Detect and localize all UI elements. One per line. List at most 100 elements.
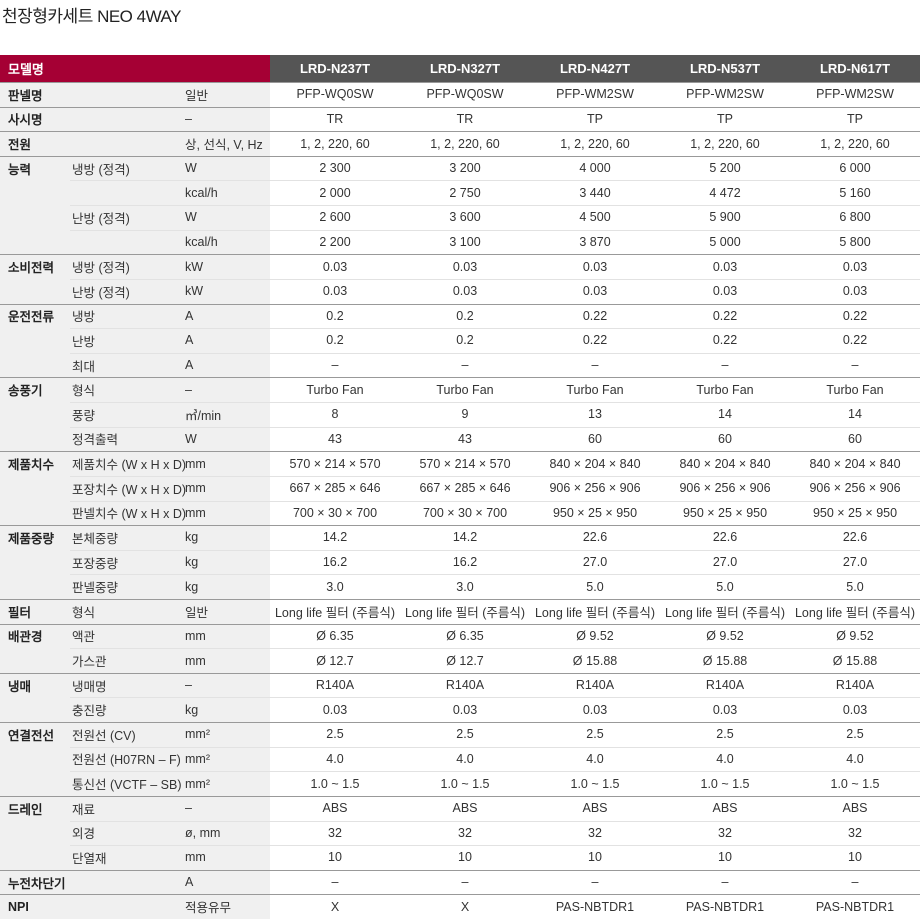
cell-value: 2.5 xyxy=(716,727,734,742)
row-label: 냉방 xyxy=(72,310,96,325)
row-divider xyxy=(70,549,920,551)
cell-value: 2.5 xyxy=(326,727,344,742)
row-divider xyxy=(70,180,920,182)
cell-value: – xyxy=(851,875,859,890)
cell-value: 27.0 xyxy=(842,555,868,570)
cell-value: 14.2 xyxy=(452,530,478,545)
group-label: NPI xyxy=(8,899,29,914)
cell-value: 0.03 xyxy=(712,702,738,717)
row-unit: – xyxy=(185,678,192,693)
cell-value: 2 750 xyxy=(449,185,481,200)
cell-value: 32 xyxy=(718,825,732,840)
cell-value: 5 200 xyxy=(709,161,741,176)
cell-value: 5 160 xyxy=(839,185,871,200)
cell-value: 22.6 xyxy=(712,530,738,545)
cell-value: 4.0 xyxy=(716,751,734,766)
cell-value: 14 xyxy=(848,407,862,422)
row-divider xyxy=(70,820,920,822)
cell-value: 2 200 xyxy=(319,235,351,249)
cell-value: 60 xyxy=(718,431,732,446)
cell-value: X xyxy=(330,899,340,914)
row-label: 난방 (정격) xyxy=(72,285,130,300)
group-divider xyxy=(0,131,920,133)
row-unit: kW xyxy=(185,259,204,274)
cell-value: R140A xyxy=(835,678,875,693)
cell-value: 906 × 256 × 906 xyxy=(809,481,901,496)
cell-value: 1.0 ~ 1.5 xyxy=(440,776,490,791)
row-divider xyxy=(70,771,920,773)
cell-value: – xyxy=(591,875,599,890)
cell-value: R140A xyxy=(315,678,355,693)
cell-value: 3 440 xyxy=(579,185,611,200)
row-unit: W xyxy=(185,161,197,176)
cell-value: 950 × 25 × 950 xyxy=(552,505,638,520)
group-label: 능력 xyxy=(8,162,32,177)
row-label: 재료 xyxy=(72,802,96,817)
header-band xyxy=(270,55,920,82)
cell-value: Turbo Fan xyxy=(436,382,494,397)
group-label: 필터 xyxy=(8,605,32,620)
cell-value: 4.0 xyxy=(326,751,344,766)
group-label: 제품중량 xyxy=(8,531,55,546)
cell-value: 840 × 204 × 840 xyxy=(679,456,771,471)
row-unit: mm xyxy=(185,505,206,520)
cell-value: 0.03 xyxy=(452,284,478,299)
row-unit: kcal/h xyxy=(185,235,218,249)
cell-value: 5.0 xyxy=(586,579,604,594)
cell-value: 3.0 xyxy=(326,579,344,594)
cell-value: ABS xyxy=(452,801,478,816)
cell-value: Turbo Fan xyxy=(826,382,884,397)
cell-value: – xyxy=(331,358,339,373)
cell-value: 10 xyxy=(328,850,342,865)
group-divider xyxy=(0,451,920,453)
model-name: LRD-N617T xyxy=(819,61,891,76)
row-divider xyxy=(70,500,920,502)
cell-value: ABS xyxy=(582,801,608,816)
model-name: LRD-N537T xyxy=(689,61,761,76)
row-divider xyxy=(70,475,920,477)
cell-value: 0.22 xyxy=(712,333,738,348)
cell-value: 840 × 204 × 840 xyxy=(549,456,641,471)
cell-value: 0.03 xyxy=(842,284,868,299)
cell-value: 10 xyxy=(588,850,602,865)
cell-value: 700 × 30 × 700 xyxy=(422,505,508,520)
cell-value: ABS xyxy=(842,801,868,816)
cell-value: Ø 15.88 xyxy=(702,653,748,668)
cell-value: Ø 6.35 xyxy=(446,628,484,643)
cell-value: Long life 필터 (주름식) xyxy=(404,605,526,620)
cell-value: TP xyxy=(587,111,603,126)
row-unit: 적용유무 xyxy=(185,901,232,916)
group-label: 제품치수 xyxy=(8,458,55,473)
cell-value: 0.03 xyxy=(582,259,608,274)
model-name: LRD-N427T xyxy=(559,61,631,76)
row-label: 외경 xyxy=(72,827,96,842)
cell-value: 14.2 xyxy=(322,530,348,545)
cell-value: 14 xyxy=(718,407,732,422)
cell-value: 0.2 xyxy=(326,308,344,323)
row-unit: kg xyxy=(185,579,199,594)
cell-value: 950 × 25 × 950 xyxy=(682,505,768,520)
cell-value: TP xyxy=(847,111,863,126)
cell-value: 1, 2, 220, 60 xyxy=(560,136,630,151)
cell-value: 6 800 xyxy=(839,210,871,225)
cell-value: 0.03 xyxy=(842,702,868,717)
cell-value: 906 × 256 × 906 xyxy=(679,481,771,496)
group-label: 누전차단기 xyxy=(8,876,66,891)
cell-value: Ø 9.52 xyxy=(836,628,874,643)
cell-value: 0.22 xyxy=(842,333,868,348)
model-name: LRD-N327T xyxy=(429,61,501,76)
cell-value: R140A xyxy=(445,678,485,693)
row-unit: 일반 xyxy=(185,88,209,103)
row-label: 통신선 (VCTF – SB) xyxy=(72,778,182,793)
cell-value: 27.0 xyxy=(712,555,738,570)
row-label: 냉방 (정격) xyxy=(72,162,130,177)
row-unit: 상, 선식, V, Hz xyxy=(185,138,263,153)
cell-value: Turbo Fan xyxy=(696,382,754,397)
cell-value: Long life 필터 (주름식) xyxy=(664,605,786,620)
cell-value: 2 000 xyxy=(319,185,351,200)
row-unit: mm xyxy=(185,850,206,865)
cell-value: PAS-NBTDR1 xyxy=(685,899,765,914)
cell-value: Ø 15.88 xyxy=(572,653,618,668)
group-divider xyxy=(0,869,920,871)
